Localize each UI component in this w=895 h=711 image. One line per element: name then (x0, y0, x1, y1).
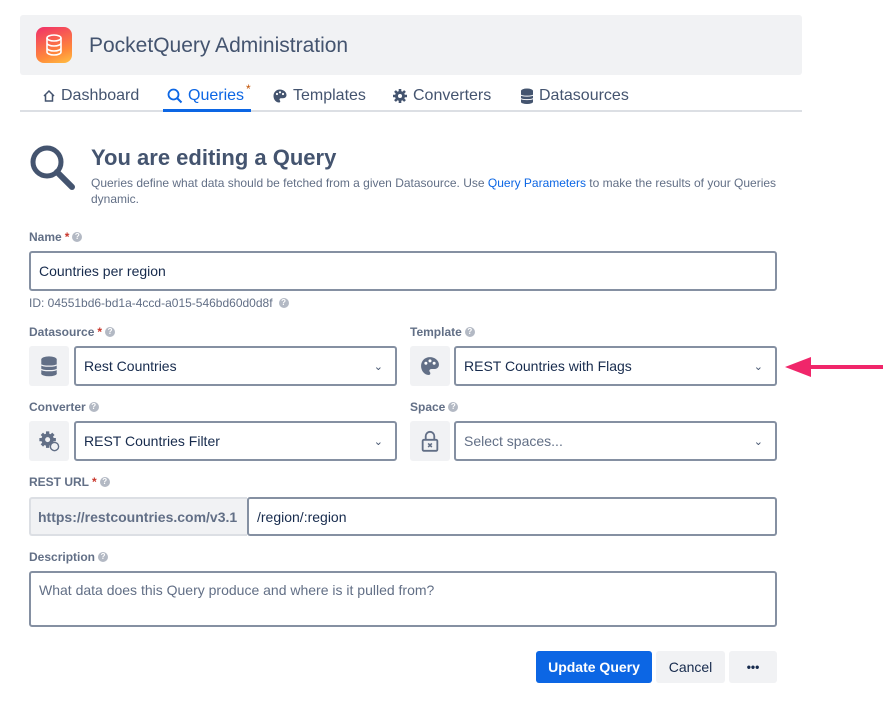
space-label: Space? (410, 400, 459, 414)
select-value: REST Countries with Flags (464, 358, 632, 374)
description-text: to make the results of your Queries dyna… (91, 176, 777, 206)
template-label: Template? (410, 325, 475, 339)
space-icon-box (410, 421, 450, 461)
help-icon[interactable]: ? (464, 327, 475, 337)
database-icon (520, 88, 534, 104)
home-icon (43, 89, 55, 102)
label-text: Template (410, 325, 462, 339)
rest-url-prefix: https://restcountries.com/v3.1 (29, 497, 247, 536)
modified-marker: * (246, 82, 251, 96)
page-title: You are editing a Query (91, 145, 337, 170)
tab-label: Templates (293, 87, 366, 104)
help-icon[interactable]: ? (99, 477, 110, 487)
datasource-select[interactable]: Rest Countries ⌄ (74, 346, 397, 386)
gear-icon (39, 431, 60, 452)
tab-converters[interactable]: Converters (392, 84, 491, 108)
chevron-down-icon: ⌄ (373, 360, 383, 373)
select-value: REST Countries Filter (84, 433, 220, 449)
palette-icon (421, 357, 439, 375)
database-icon (40, 356, 58, 377)
help-icon[interactable]: ? (88, 402, 99, 412)
datasource-icon-box (29, 346, 69, 386)
query-id: ID: 04551bd6-bd1a-4ccd-a015-546bd60d0d8f… (29, 296, 289, 310)
main-nav: Dashboard Queries * Templates Converters… (20, 80, 802, 112)
description-textarea[interactable]: What data does this Query produce and wh… (29, 571, 777, 627)
space-select[interactable]: Select spaces... ⌄ (454, 421, 777, 461)
chevron-down-icon: ⌄ (753, 435, 763, 448)
converter-select[interactable]: REST Countries Filter ⌄ (74, 421, 397, 461)
help-icon[interactable]: ? (278, 298, 289, 308)
required-marker: * (64, 230, 70, 244)
chevron-down-icon: ⌄ (753, 360, 763, 373)
label-text: REST URL (29, 475, 89, 489)
active-tab-indicator (163, 109, 251, 112)
help-icon[interactable]: ? (72, 232, 83, 242)
textarea-placeholder: What data does this Query produce and wh… (39, 582, 435, 598)
name-input[interactable]: Countries per region (29, 251, 777, 291)
description-text: Queries define what data should be fetch… (91, 176, 488, 190)
template-icon-box (410, 346, 450, 386)
prefix-text: https://restcountries.com/v3.1 (38, 508, 238, 525)
rest-url-input[interactable]: /region/:region (247, 497, 777, 536)
converter-icon-box (29, 421, 69, 461)
tab-queries[interactable]: Queries * (167, 82, 251, 108)
tab-dashboard[interactable]: Dashboard (42, 84, 139, 108)
tab-datasources[interactable]: Datasources (520, 84, 629, 108)
template-select[interactable]: REST Countries with Flags ⌄ (454, 346, 777, 386)
tab-label: Queries (188, 87, 245, 104)
update-query-button[interactable]: Update Query (536, 651, 652, 683)
datasource-label: Datasource *? (29, 325, 116, 339)
select-value: Rest Countries (84, 358, 177, 374)
gear-icon (393, 89, 407, 103)
required-marker: * (92, 475, 97, 489)
tab-templates[interactable]: Templates (272, 84, 366, 108)
help-icon[interactable]: ? (105, 327, 116, 337)
input-value: Countries per region (39, 263, 166, 279)
pocketquery-logo (36, 27, 72, 63)
lock-icon (421, 430, 439, 452)
more-actions-button[interactable]: ••• (729, 651, 777, 683)
search-icon (30, 145, 75, 190)
description-label: Description? (29, 550, 109, 564)
label-text: Description (29, 550, 96, 564)
id-text: ID: 04551bd6-bd1a-4ccd-a015-546bd60d0d8f (29, 296, 273, 310)
tab-label: Datasources (539, 87, 629, 104)
input-value: /region/:region (257, 508, 347, 525)
required-marker: * (97, 325, 103, 339)
select-placeholder: Select spaces... (464, 433, 563, 449)
page-description: Queries define what data should be fetch… (91, 175, 781, 207)
converter-label: Converter? (29, 400, 99, 414)
palette-icon (273, 89, 287, 103)
label-text: Converter (29, 400, 86, 414)
help-icon[interactable]: ? (448, 402, 459, 412)
search-icon (167, 88, 183, 104)
rest-url-label: REST URL *? (29, 475, 110, 489)
tab-label: Dashboard (61, 87, 140, 104)
tab-label: Converters (413, 87, 492, 104)
annotation-arrow (785, 357, 883, 377)
label-text: Space (410, 400, 446, 414)
app-title: PocketQuery Administration (89, 34, 349, 57)
app-header: PocketQuery Administration (20, 15, 802, 75)
cancel-button[interactable]: Cancel (656, 651, 725, 683)
query-parameters-link[interactable]: Query Parameters (487, 176, 586, 190)
label-text: Datasource (29, 325, 95, 339)
help-icon[interactable]: ? (98, 552, 109, 562)
label-text: Name (29, 230, 62, 244)
chevron-down-icon: ⌄ (373, 435, 383, 448)
name-label: Name *? (29, 230, 83, 244)
